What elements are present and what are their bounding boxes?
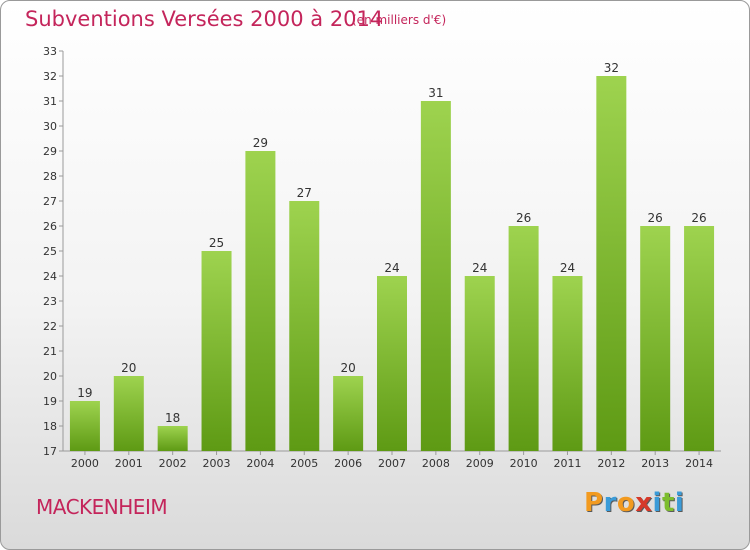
data-label: 24 <box>472 261 487 275</box>
x-tick-label: 2009 <box>466 457 494 470</box>
bar <box>157 426 188 451</box>
y-tick-label: 22 <box>43 320 57 333</box>
logo-letter: i <box>652 488 662 518</box>
data-label: 32 <box>604 61 619 75</box>
data-label: 26 <box>648 211 663 225</box>
y-tick-label: 30 <box>43 120 57 133</box>
data-label: 19 <box>77 386 92 400</box>
bar <box>201 251 232 451</box>
y-tick-label: 26 <box>43 220 57 233</box>
data-label: 26 <box>516 211 531 225</box>
bar <box>640 226 671 451</box>
x-tick-label: 2001 <box>115 457 143 470</box>
bar <box>333 376 364 451</box>
logo-letter: P <box>584 488 604 518</box>
y-tick-label: 31 <box>43 95 57 108</box>
y-tick-label: 20 <box>43 370 57 383</box>
data-label: 29 <box>253 136 268 150</box>
y-tick-label: 29 <box>43 145 57 158</box>
x-tick-label: 2007 <box>378 457 406 470</box>
data-label: 25 <box>209 236 224 250</box>
x-tick-label: 2012 <box>597 457 625 470</box>
bars <box>69 76 715 451</box>
y-tick-label: 19 <box>43 395 57 408</box>
logo-letter: x <box>635 488 653 518</box>
logo-letter: o <box>616 488 636 518</box>
x-tick-label: 2004 <box>246 457 274 470</box>
y-tick-label: 32 <box>43 70 57 83</box>
chart-title: Subventions Versées 2000 à 2014 <box>25 7 384 31</box>
bar <box>377 276 407 451</box>
x-tick-label: 2002 <box>159 457 187 470</box>
x-tick-label: 2011 <box>553 457 581 470</box>
y-tick-label: 23 <box>43 295 57 308</box>
y-tick-label: 25 <box>43 245 57 258</box>
logo-letter: t <box>661 488 675 518</box>
y-tick-label: 18 <box>43 420 57 433</box>
data-label: 20 <box>121 361 136 375</box>
bar <box>420 101 451 451</box>
data-labels: 19 20 18 25 29 27 20 24 31 24 26 24 32 26 26 <box>77 61 706 425</box>
x-tick-label: 2014 <box>685 457 713 470</box>
x-tick-label: 2013 <box>641 457 669 470</box>
logo-letter: i <box>674 488 685 518</box>
axes: 17 18 19 20 21 22 23 24 25 26 27 28 29 30 31 32 33 2000 20… <box>43 45 721 470</box>
logo-letter: r <box>603 488 617 518</box>
bar <box>113 376 144 451</box>
x-tick-label: 2006 <box>334 457 362 470</box>
y-tick-label: 21 <box>43 345 57 358</box>
y-tick-label: 24 <box>43 270 57 283</box>
bar <box>69 401 100 451</box>
data-label: 20 <box>340 361 355 375</box>
bar <box>464 276 495 451</box>
x-tick-label: 2003 <box>203 457 231 470</box>
bar <box>245 151 276 451</box>
x-tick-label: 2008 <box>422 457 450 470</box>
x-tick-label: 2000 <box>71 457 99 470</box>
bar <box>684 226 715 451</box>
bar <box>552 276 583 451</box>
y-tick-label: 33 <box>43 45 57 58</box>
x-tick-label: 2005 <box>290 457 318 470</box>
chart-subtitle: (en milliers d'€) <box>352 13 447 27</box>
data-label: 18 <box>165 411 180 425</box>
commune-name: MACKENHEIM <box>36 495 168 519</box>
data-label: 24 <box>560 261 575 275</box>
bar <box>508 226 539 451</box>
y-tick-label: 27 <box>43 195 57 208</box>
bar <box>596 76 627 451</box>
data-label: 27 <box>297 186 312 200</box>
y-tick-label: 17 <box>43 445 57 458</box>
proxiti-logo: Proxiti <box>584 488 684 518</box>
y-tick-label: 28 <box>43 170 57 183</box>
x-tick-label: 2010 <box>510 457 538 470</box>
bar <box>289 201 320 451</box>
data-label: 31 <box>428 86 443 100</box>
data-label: 26 <box>691 211 706 225</box>
data-label: 24 <box>384 261 399 275</box>
